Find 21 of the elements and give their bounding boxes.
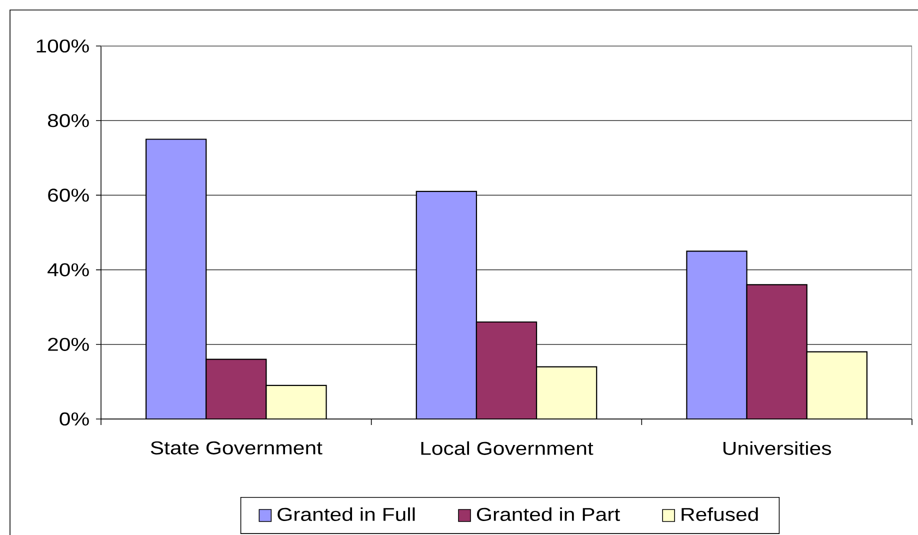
bar [266, 384, 327, 419]
bar [476, 321, 538, 419]
bar [146, 138, 207, 419]
legend-label: Refused [682, 507, 758, 521]
y-tick-label: 20% [48, 338, 89, 351]
x-tick-label: Local Government [421, 441, 594, 455]
y-tick-label: 80% [48, 114, 89, 128]
y-tick-label: 100% [36, 39, 89, 53]
y-tick-label: 40% [48, 263, 89, 276]
legend-label: Granted in Full [278, 507, 415, 521]
bar [806, 351, 868, 419]
bar [206, 358, 267, 419]
bar [746, 284, 808, 419]
x-tick-label: Universities [724, 441, 832, 455]
x-tick-label: State Government [150, 441, 322, 454]
bar [416, 190, 478, 419]
bar [686, 250, 748, 419]
legend-label: Granted in Part [476, 507, 620, 521]
y-tick-label: 60% [48, 188, 89, 202]
y-tick-label: 0% [60, 412, 89, 426]
bar [536, 366, 598, 419]
